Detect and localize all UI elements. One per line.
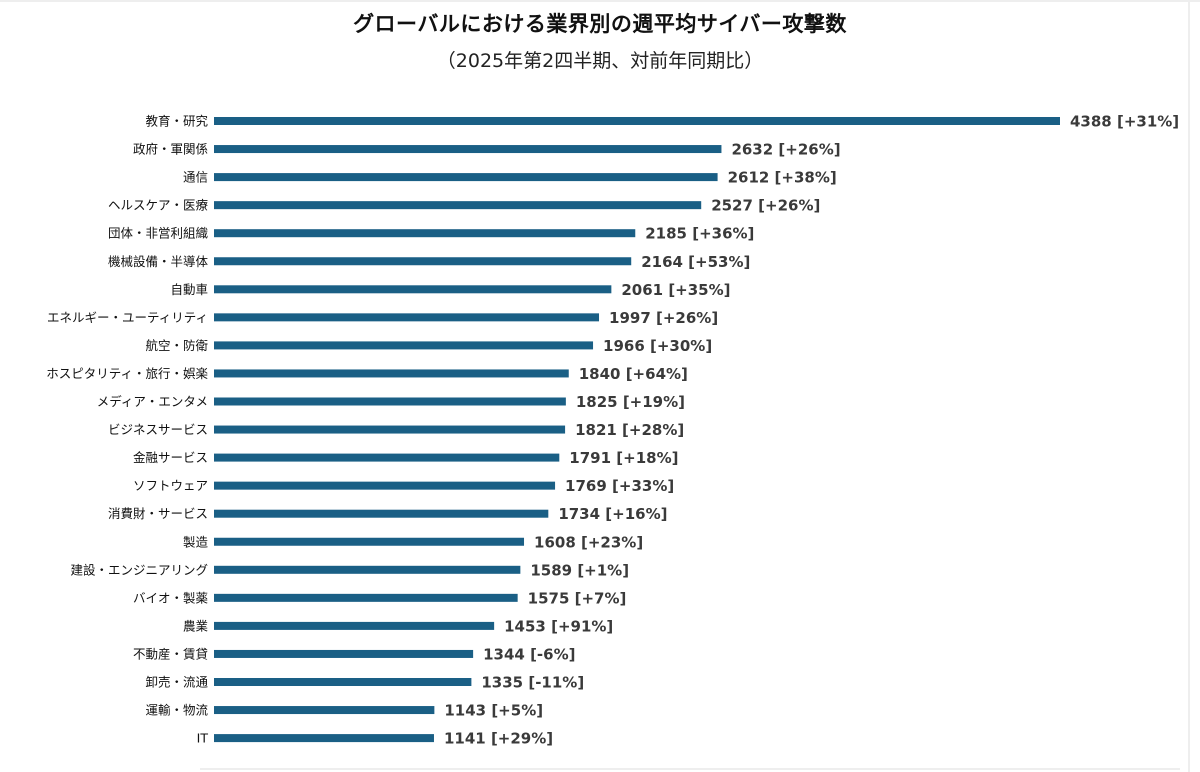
- category-label: 建設・エンジニアリング: [70, 562, 208, 577]
- value-label: 2632 [+26%]: [731, 141, 840, 159]
- value-label: 1453 [+91%]: [504, 617, 613, 635]
- value-label: 2164 [+53%]: [641, 253, 750, 271]
- value-label: 1608 [+23%]: [534, 533, 643, 551]
- frame-top-line: [0, 0, 1200, 2]
- category-label: 不動産・賃貸: [133, 646, 208, 661]
- value-label: 1840 [+64%]: [579, 365, 688, 383]
- category-label: バイオ・製薬: [133, 590, 209, 605]
- bar: [214, 117, 1060, 125]
- category-label: 教育・研究: [145, 114, 208, 129]
- category-label: IT: [197, 731, 209, 746]
- value-label: 1734 [+16%]: [558, 505, 667, 523]
- category-label: 卸売・流通: [145, 675, 208, 690]
- bar: [214, 369, 569, 378]
- value-label: 4388 [+31%]: [1070, 113, 1179, 131]
- frame-right-line: [1188, 0, 1190, 772]
- bar: [214, 734, 434, 743]
- category-label: 消費財・サービス: [108, 506, 208, 521]
- value-label: 1997 [+26%]: [609, 309, 718, 327]
- category-label: 航空・防衛: [145, 338, 208, 353]
- category-label: 金融サービス: [133, 450, 208, 465]
- bar: [214, 229, 636, 238]
- bar: [214, 481, 556, 490]
- category-label: 機械設備・半導体: [108, 254, 209, 269]
- bar: [214, 285, 612, 294]
- bar: [214, 397, 566, 406]
- bar: [214, 509, 549, 518]
- bar: [214, 593, 518, 602]
- bar: [214, 257, 632, 266]
- value-label: 1589 [+1%]: [530, 561, 629, 579]
- value-label: 1575 [+7%]: [528, 589, 627, 607]
- value-label: 1143 [+5%]: [444, 702, 543, 720]
- bar: [214, 537, 525, 546]
- bar: [214, 453, 560, 462]
- bar: [214, 678, 472, 686]
- value-label: 1966 [+30%]: [603, 337, 712, 355]
- chart-subtitle: （2025年第2四半期、対前年同期比）: [436, 50, 764, 72]
- value-label: 1141 [+29%]: [444, 730, 553, 748]
- category-label: メディア・エンタメ: [97, 394, 208, 409]
- value-label: 1791 [+18%]: [569, 449, 678, 467]
- value-label: 2612 [+38%]: [728, 169, 837, 187]
- category-label: 製造: [183, 534, 209, 549]
- frame-bottom-line: [200, 768, 1180, 770]
- bar: [214, 425, 566, 434]
- value-label: 1344 [-6%]: [483, 645, 575, 663]
- bar: [214, 649, 474, 658]
- bar: [214, 201, 702, 210]
- bar: [214, 565, 521, 574]
- category-label: エネルギー・ユーティリティ: [47, 310, 208, 325]
- bar: [214, 173, 718, 182]
- category-label: ビジネスサービス: [108, 422, 208, 437]
- value-label: 2061 [+35%]: [621, 281, 730, 299]
- category-label: ホスピタリティ・旅行・娯楽: [46, 366, 208, 381]
- category-label: 運輸・物流: [145, 703, 208, 718]
- category-label: 政府・軍関係: [133, 142, 208, 157]
- category-label: ソフトウェア: [133, 478, 208, 493]
- value-label: 1825 [+19%]: [576, 393, 685, 411]
- value-label: 1769 [+33%]: [565, 477, 674, 495]
- bar: [214, 706, 435, 715]
- bar: [214, 341, 594, 350]
- category-label: 団体・非営利組織: [108, 226, 209, 241]
- bar: [214, 145, 722, 154]
- category-label: 自動車: [170, 282, 208, 297]
- chart-title: グローバルにおける業界別の週平均サイバー攻撃数: [353, 12, 847, 36]
- value-label: 2527 [+26%]: [711, 197, 820, 215]
- bar: [214, 621, 495, 630]
- value-label: 1821 [+28%]: [575, 421, 684, 439]
- category-label: ヘルスケア・医療: [108, 198, 209, 213]
- value-label: 1335 [-11%]: [481, 674, 584, 692]
- value-label: 2185 [+36%]: [645, 225, 754, 243]
- category-label: 農業: [183, 618, 209, 633]
- category-label: 通信: [183, 170, 208, 185]
- bar: [214, 313, 600, 322]
